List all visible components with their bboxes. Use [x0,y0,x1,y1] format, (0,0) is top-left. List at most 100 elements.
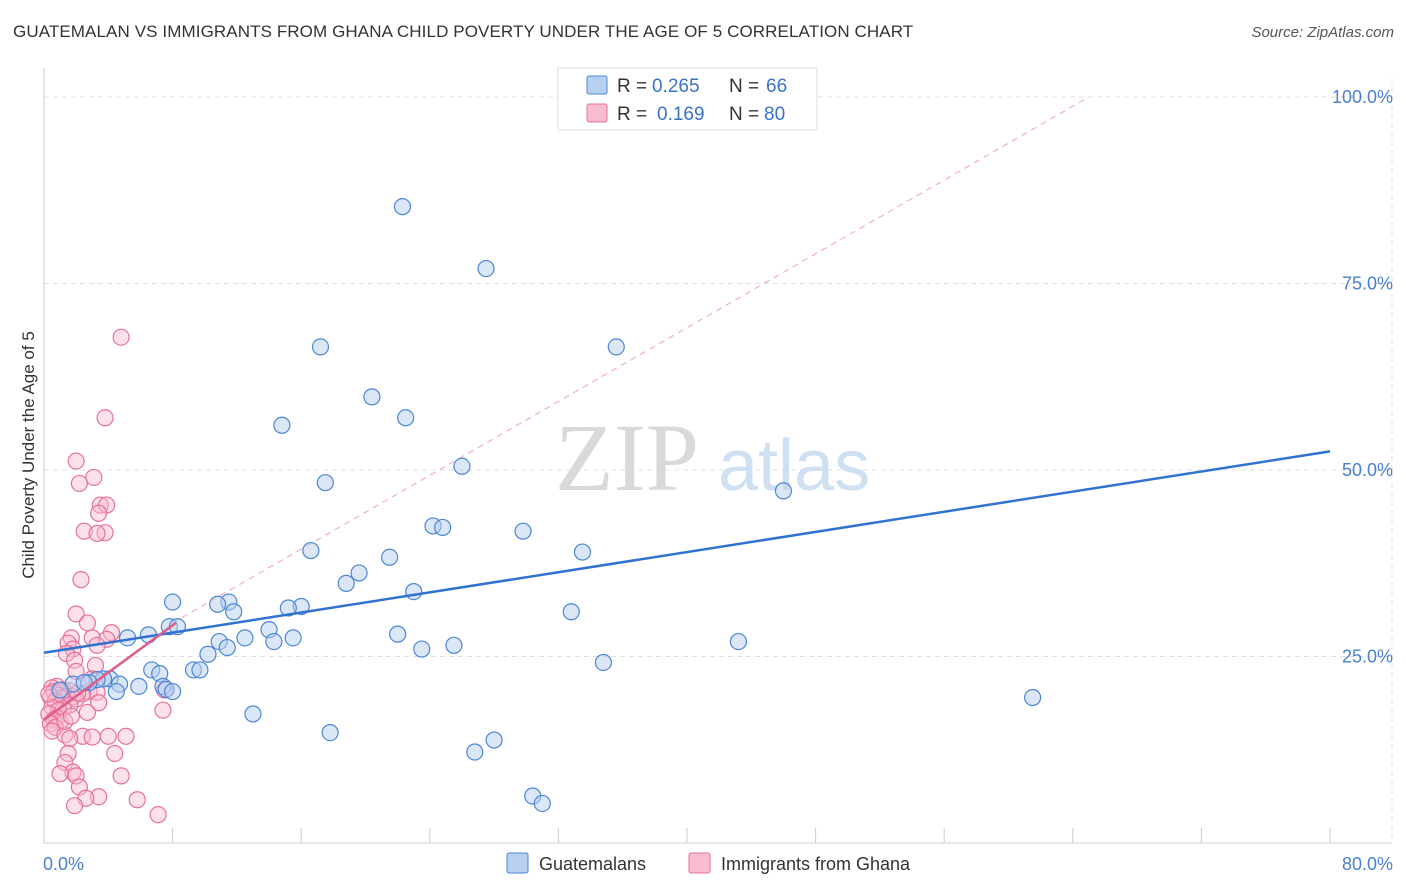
guatemalans-point-7 [453,457,471,475]
x-tick-label-max: 80.0% [1342,854,1393,874]
guatemalans-point-52 [130,677,148,695]
ghana-point-49 [154,701,172,719]
y-tick-label-50: 50.0% [1342,460,1393,480]
ghana-point-4 [70,474,88,493]
ghana-point-63 [59,744,77,763]
guatemalans-point-37 [218,638,236,657]
legend-r-label-0: R = [617,76,647,97]
top-legend: R = 0.265 N = 66 R = 0.169 N = 80 [557,67,818,131]
source-label: Source: ZipAtlas.com [1251,24,1394,41]
y-tick-labels: 25.0% 50.0% 75.0% 100.0% [1332,87,1393,667]
guatemalans-point-59 [1024,688,1042,707]
y-tick-label-100: 100.0% [1332,87,1393,107]
guatemalans-point-44 [191,661,209,679]
guatemalans-point-0 [393,198,412,216]
guatemalans-point-18 [405,582,423,601]
watermark: ZIP atlas [555,404,870,511]
guatemalans-point-41 [594,653,613,672]
bottom-legend: Guatemalans Immigrants from Ghana [506,852,911,874]
ghana-point-73 [128,791,146,809]
ghana-point-10 [88,524,106,543]
legend-r-label-1: R = [617,104,647,125]
trend-lines [43,450,1331,721]
guatemalans-point-24 [225,603,243,621]
guatemalans-point-63 [485,731,503,749]
ghana-point-13 [78,614,97,632]
guatemalans-point-15 [573,543,592,561]
chart-title: GUATEMALAN VS IMMIGRANTS FROM GHANA CHIL… [13,22,914,41]
ghana-point-8 [75,522,93,540]
ghana-point-75 [149,806,167,824]
guatemalans-point-38 [413,640,431,658]
guatemalans-point-55 [164,682,182,701]
ghana-point-47 [78,703,97,722]
ghana-point-74 [65,797,84,815]
series-guatemalans [51,198,1042,813]
ghana-point-59 [83,728,101,746]
guatemalans-point-6 [397,409,415,427]
ghana-point-56 [43,722,61,740]
guatemalans-point-32 [236,629,254,647]
y-axis-label: Child Poverty Under the Age of 5 [19,331,38,579]
guatemalans-point-8 [316,474,334,492]
y-tick-label-75: 75.0% [1342,274,1393,294]
ghana-point-3 [85,468,103,487]
x-tick-labels: 0.0% 80.0% [43,854,1393,874]
guatemalans-trend-line [43,450,1331,655]
guatemalans-point-2 [311,338,330,356]
guatemalans-point-11 [434,518,452,537]
guatemalans-point-23 [279,599,297,617]
guatemalans-point-3 [607,338,625,356]
guatemalans-point-13 [302,541,320,560]
ghana-point-61 [117,727,135,745]
ghana-point-69 [51,765,69,783]
y-tick-label-25: 25.0% [1342,647,1393,667]
guatemalans-point-4 [363,388,381,406]
ghana-point-71 [90,788,108,806]
legend-swatch-guatemalans [586,75,608,95]
bottom-legend-label-guatemalans: Guatemalans [539,854,646,874]
legend-n-value-1: 80 [764,104,785,125]
legend-n-label-0: N = [729,76,759,97]
guatemalans-point-60 [244,705,262,723]
guatemalans-point-58 [51,681,69,699]
axes [43,68,1392,844]
guatemalans-point-62 [466,743,484,761]
ghana-point-68 [112,767,130,785]
guatemalans-point-14 [381,548,399,566]
legend-r-value-0: 0.265 [652,76,700,97]
legend-swatch-ghana [586,103,608,123]
ghana-point-12 [67,605,85,623]
guatemalans-point-5 [273,416,291,434]
guatemalans-point-16 [350,564,368,582]
ghana-point-1 [96,409,114,427]
ghana-point-2 [67,452,85,470]
ghana-trend-line [43,621,177,721]
legend-n-value-0: 66 [766,76,787,97]
bottom-legend-label-ghana: Immigrants from Ghana [721,854,911,874]
guatemalans-point-31 [284,629,302,647]
bottom-legend-swatch-ghana [688,852,711,874]
bottom-legend-swatch-guatemalans [506,852,529,874]
guatemalans-point-36 [445,636,463,654]
ghana-point-64 [106,744,124,763]
guatemalans-point-65 [533,794,551,813]
guatemalans-point-29 [389,625,407,643]
series-immigrants-from-ghana [40,328,174,824]
watermark-zip: ZIP [555,404,699,511]
legend-n-label-1: N = [729,104,759,125]
reference-diagonal-line [172,96,1090,624]
ghana-point-62 [61,729,79,748]
ghana-point-7 [90,504,108,522]
ghana-point-79 [62,707,80,725]
ghana-point-11 [72,571,90,589]
guatemalans-point-12 [514,522,532,540]
reference-line [172,96,1090,624]
watermark-atlas: atlas [718,426,870,506]
gridlines [44,78,1393,843]
guatemalans-point-40 [199,645,217,663]
ghana-point-58 [73,727,92,745]
guatemalans-point-25 [562,603,580,621]
ghana-point-42 [90,694,108,712]
